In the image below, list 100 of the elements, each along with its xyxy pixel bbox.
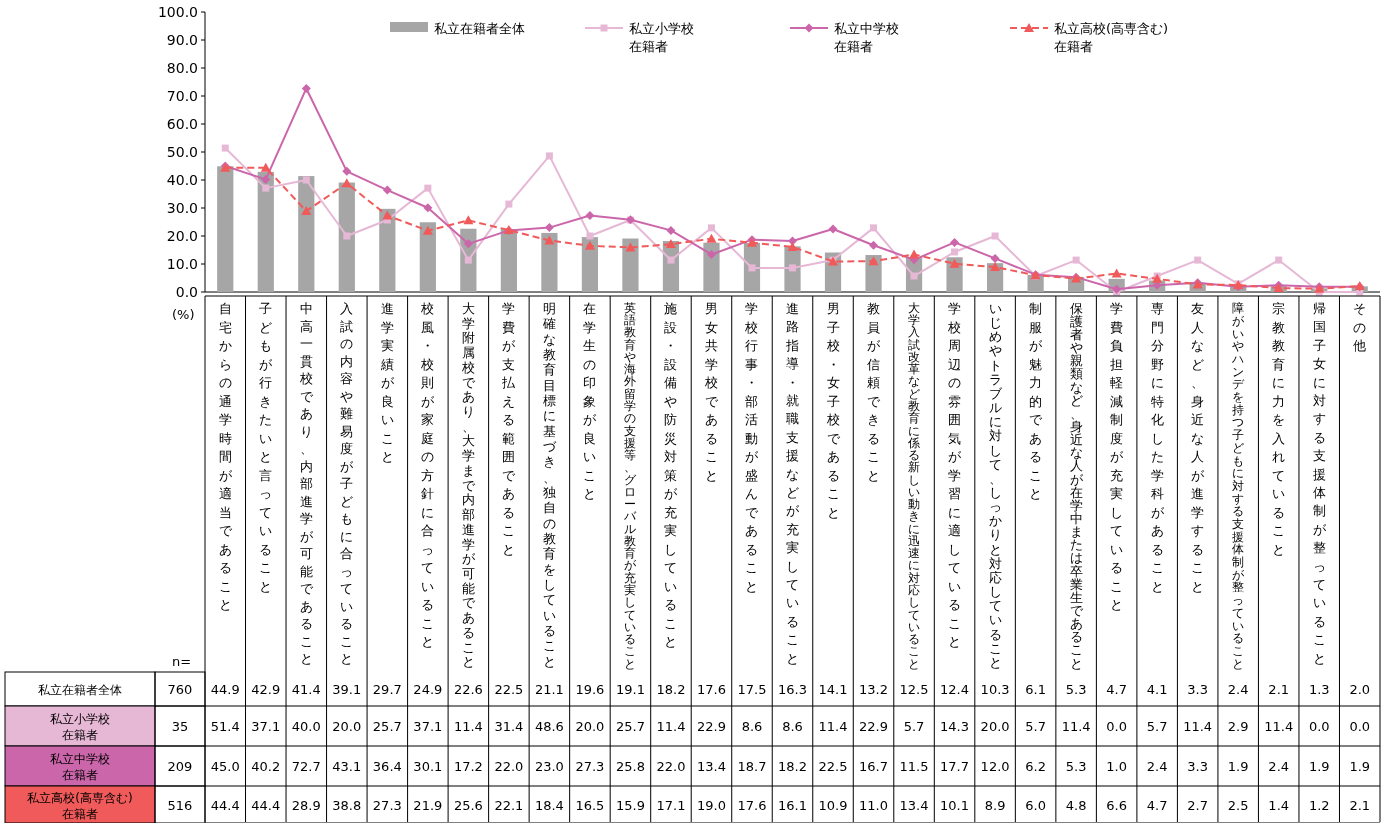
data-label: 22.9 — [696, 719, 726, 734]
data-label: 1.4 — [1268, 797, 1290, 813]
point — [341, 178, 352, 188]
point — [991, 232, 999, 240]
data-label: 0.0 — [1308, 719, 1330, 734]
point — [950, 237, 960, 247]
category-label: 進学実績が良いこと — [380, 301, 394, 464]
point — [1072, 256, 1080, 264]
point — [706, 249, 716, 259]
point — [463, 239, 473, 249]
category-label: 学費が支払える範囲であること — [502, 301, 516, 557]
data-label: 44.9 — [210, 682, 240, 697]
bar — [257, 171, 274, 292]
data-label: 39.1 — [332, 682, 362, 697]
data-label: 0.0 — [1349, 719, 1371, 734]
point — [585, 211, 595, 221]
category-label: 帰国子女に対する支援体制が整っていること — [1312, 301, 1326, 666]
y-tick-label: 0.0 — [175, 284, 198, 300]
category-label: 子どもが行きたいと言っていること — [259, 301, 273, 594]
data-label: 19.0 — [696, 797, 726, 813]
category-label: 大学附属校であり、大学まで内部進学が可能であること — [461, 301, 475, 670]
data-label: 2.9 — [1227, 719, 1249, 734]
data-label: 4.1 — [1146, 682, 1168, 697]
data-label: 27.3 — [372, 797, 402, 813]
data-label: 24.9 — [413, 682, 443, 697]
data-label: 20.0 — [980, 719, 1010, 734]
data-label: 18.2 — [778, 759, 807, 774]
data-label: 2.4 — [1146, 759, 1168, 774]
data-label: 8.6 — [741, 719, 763, 734]
data-label: 1.9 — [1308, 759, 1330, 774]
data-label: 25.8 — [615, 759, 645, 774]
data-label: 22.5 — [494, 682, 524, 697]
data-label: 72.7 — [291, 759, 321, 774]
y-tick-label: 100.0 — [157, 4, 198, 20]
data-label: 1.0 — [1106, 759, 1127, 774]
category-label: 学費負担軽減制度が充実していること — [1110, 301, 1124, 612]
data-label: 18.4 — [534, 797, 564, 813]
bar — [419, 222, 436, 292]
data-label: 25.7 — [372, 719, 402, 734]
point — [463, 215, 474, 225]
data-label: 22.9 — [859, 719, 889, 734]
point — [423, 203, 433, 213]
data-label: 42.9 — [251, 682, 281, 697]
data-label: 15.9 — [615, 797, 645, 813]
point — [951, 248, 959, 256]
data-label: 16.1 — [778, 797, 807, 813]
category-label: 入試の内容や難易度が子どもに合っていること — [340, 301, 354, 667]
data-label: 2.1 — [1268, 682, 1290, 697]
point — [1194, 256, 1202, 264]
data-label: 43.1 — [332, 759, 362, 774]
data-label: 2.1 — [1349, 797, 1371, 813]
data-label: 11.4 — [453, 719, 483, 734]
point — [301, 83, 311, 93]
point — [382, 210, 393, 220]
data-label: 25.6 — [453, 797, 483, 813]
point — [868, 256, 879, 266]
data-label: 5.7 — [1146, 719, 1168, 734]
point — [665, 239, 676, 249]
point — [706, 233, 717, 243]
category-label: 明確な教育目標に基づき、独自の教育をしていること — [542, 301, 556, 669]
category-label: 男子校・女子校であること — [826, 301, 840, 520]
data-label: 6.6 — [1106, 797, 1127, 813]
data-label: 11.4 — [1061, 719, 1091, 734]
data-label: 2.4 — [1227, 682, 1249, 697]
y-tick-label: 50.0 — [166, 144, 198, 160]
point — [870, 224, 878, 232]
point — [260, 162, 271, 172]
data-label: 6.0 — [1025, 797, 1046, 813]
data-label: 22.0 — [494, 759, 524, 774]
data-label: 5.3 — [1065, 682, 1087, 697]
data-label: 11.4 — [1183, 719, 1213, 734]
category-label: 中高一貫校であり、内部進学が可能であること — [299, 301, 313, 667]
data-label: 27.3 — [575, 759, 605, 774]
data-label: 11.0 — [859, 797, 889, 813]
category-label: 校風・校則が家庭の方針に合っていること — [421, 301, 435, 649]
bar — [865, 255, 882, 292]
category-label: 専門分野に特化した学科があること — [1150, 301, 1164, 594]
data-label: 40.0 — [291, 719, 321, 734]
point — [949, 258, 960, 268]
point — [342, 166, 352, 176]
data-label: 11.5 — [899, 759, 929, 774]
data-label: 22.6 — [453, 682, 483, 697]
data-label: 20.0 — [575, 719, 605, 734]
bar — [379, 208, 396, 292]
category-label: 宗教教育に力を入れていること — [1272, 301, 1286, 557]
data-label: 13.4 — [696, 759, 726, 774]
point — [990, 262, 1001, 272]
data-label: 6.1 — [1025, 682, 1046, 697]
data-label: 17.5 — [737, 682, 767, 697]
data-label: 1.2 — [1308, 797, 1330, 813]
category-label: いじめやトラブルに対して、しっかりと対応していること — [988, 301, 1002, 670]
y-tick-label: 80.0 — [166, 60, 198, 76]
data-label: 21.1 — [534, 682, 564, 697]
data-label: 12.0 — [980, 759, 1010, 774]
x-tick-label: その他 — [1353, 301, 1367, 353]
point — [787, 241, 798, 251]
point — [544, 235, 555, 245]
data-label: 4.7 — [1106, 682, 1127, 697]
point — [544, 223, 554, 233]
text: 209 — [167, 759, 193, 774]
